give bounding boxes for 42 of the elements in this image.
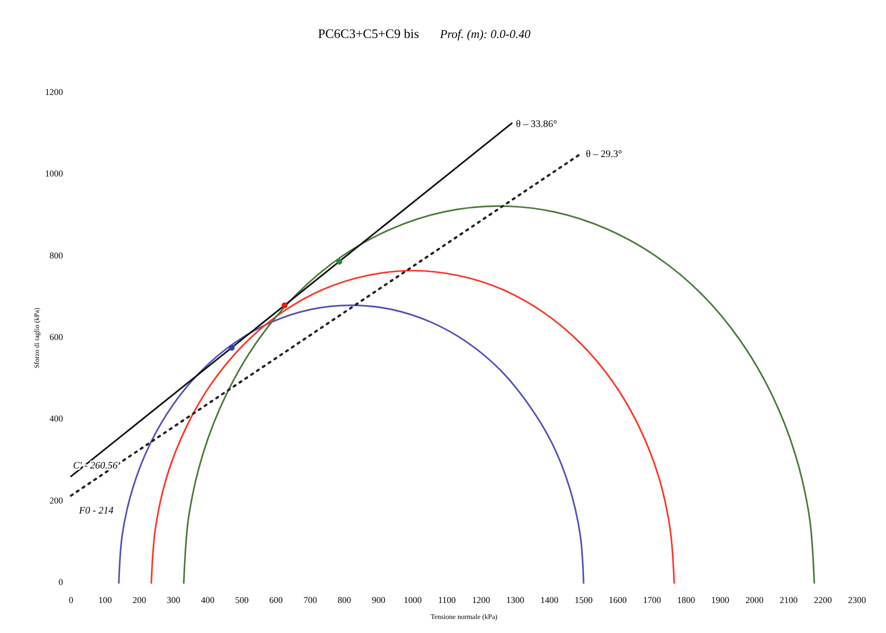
- x-tick-label: 200: [132, 595, 147, 605]
- x-tick-label: 2200: [814, 595, 832, 605]
- chart-title: PC6C3+C5+C9 bis: [318, 26, 419, 41]
- annotation: θ – 33.86°: [516, 119, 558, 130]
- x-tick-label: 500: [235, 595, 250, 605]
- y-tick-label: 0: [58, 577, 64, 588]
- y-tick-label: 1200: [45, 87, 64, 98]
- x-tick-label: 1300: [506, 595, 525, 605]
- x-tick-label: 1600: [608, 595, 628, 605]
- line-series: [150, 270, 675, 584]
- point: [336, 258, 342, 265]
- line-series: [118, 304, 584, 584]
- x-tick-label: 2100: [780, 595, 798, 605]
- annotation: θ – 29.3°: [586, 149, 622, 160]
- point: [282, 302, 288, 308]
- point: [228, 344, 235, 351]
- x-tick-label: 600: [269, 595, 284, 605]
- x-tick-label: 1500: [574, 595, 594, 605]
- x-tick-label: 1800: [677, 595, 696, 605]
- line-series: [182, 205, 816, 584]
- x-tick-label: 1400: [540, 595, 559, 605]
- x-tick-label: 1700: [642, 595, 662, 605]
- x-tick-label: 2000: [745, 595, 764, 605]
- x-tick-label: 800: [338, 595, 352, 605]
- x-tick-label: 1900: [711, 595, 730, 605]
- x-tick-label: 1200: [472, 595, 491, 605]
- x-tick-label: 1100: [438, 595, 456, 605]
- y-tick-label: 1000: [45, 168, 64, 179]
- x-tick-label: 0: [68, 595, 74, 605]
- x-tick-label: 100: [98, 595, 112, 605]
- x-tick-label: 1000: [404, 595, 422, 605]
- y-tick-label: 200: [50, 495, 64, 506]
- x-tick-label: 400: [200, 595, 215, 605]
- chart-subtitle: Prof. (m): 0.0-0.40: [439, 27, 531, 41]
- x-tick-label: 300: [166, 595, 181, 605]
- y-tick-label: 800: [50, 250, 64, 260]
- x-tick-label: 900: [372, 595, 386, 605]
- y-tick-label: 600: [50, 332, 64, 342]
- x-tick-label: 2300: [848, 595, 866, 605]
- x-tick-label: 700: [303, 595, 318, 605]
- annotation: F0 - 214: [78, 506, 114, 517]
- y-tick-label: 400: [50, 414, 64, 424]
